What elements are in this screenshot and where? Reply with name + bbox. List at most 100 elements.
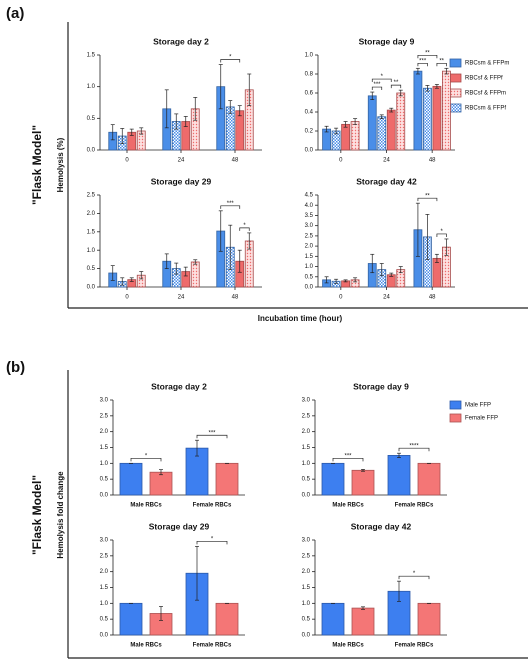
y-tick-label: 4.5 [305,193,314,199]
error-bar [193,259,198,265]
error-bar [389,272,394,277]
legend-swatch [449,103,462,113]
y-tick-label: 1.0 [305,53,314,59]
significance-bracket [196,434,228,439]
error-bar [247,73,252,107]
y-tick-label: 1.0 [302,461,311,467]
error-bar [164,253,169,269]
error-bar [193,97,198,121]
error-bar [444,238,449,256]
y-tick-label: 1.0 [87,248,96,254]
error-bar [397,580,401,602]
y-tick-label: 1.5 [302,585,311,591]
bar [321,602,345,636]
x-tick-label: Male RBCs [332,643,364,649]
significance-bracket [436,62,447,67]
error-bar [195,545,199,601]
y-tick-label: 2.0 [302,429,311,435]
significance-label: * [229,55,232,61]
y-tick-label: 2.5 [302,413,311,419]
x-tick-label: Female RBCs [193,503,232,509]
error-bar [379,263,384,277]
significance-bracket [220,59,241,63]
error-bar [218,210,223,252]
chart-title: Storage day 42 [356,176,417,186]
y-tick-label: 2.0 [87,211,96,217]
y-tick-label: 1.0 [87,84,96,90]
y-tick-label: 2.5 [87,193,96,199]
y-axis-label: Hemolysis (%) [56,137,65,192]
significance-label: *** [373,82,381,88]
y-tick-label: 0.0 [87,285,96,291]
significance-bracket [239,227,250,231]
x-tick-label: Female RBCs [395,503,434,509]
bar [215,602,239,636]
error-bar [334,127,339,135]
y-tick-label: 2.5 [302,553,311,559]
significance-label: * [413,571,416,577]
error-bar [218,64,223,110]
error-bar [164,89,169,129]
bar [149,471,173,496]
error-bar [425,85,430,92]
panel-label: (a) [6,5,24,22]
y-tick-label: 0.5 [302,477,311,483]
error-bar [398,266,403,274]
error-bar [237,105,242,117]
x-tick-label: 24 [178,295,185,301]
significance-bracket [417,62,428,67]
significance-bracket [371,78,392,83]
y-tick-label: 4.0 [305,203,314,209]
y-tick-label: 2.5 [100,553,109,559]
x-tick-label: 0 [125,295,129,301]
error-bar [415,202,420,257]
bar [321,462,345,496]
significance-bracket [332,457,364,462]
y-tick-label: 1.5 [100,445,109,451]
error-bar [353,277,358,283]
error-bar [139,127,144,135]
legend-label: RBCsf & FFPm [465,91,506,97]
error-bar [398,89,403,97]
y-tick-label: 0.8 [305,72,314,78]
significance-bracket [417,54,438,59]
significance-label: ** [425,193,430,199]
x-tick-label: 24 [383,295,390,301]
y-tick-label: 0.5 [87,266,96,272]
y-tick-label: 1.5 [87,229,96,235]
x-tick-label: 24 [178,158,185,164]
x-tick-label: Female RBCs [395,643,434,649]
x-tick-label: 48 [429,158,436,164]
significance-label: ** [439,58,444,64]
y-tick-label: 2.0 [100,569,109,575]
error-bar [110,265,115,281]
significance-label: *** [208,430,216,436]
legend-label: Male FFP [465,403,491,409]
bar [387,455,411,496]
y-tick-label: 0.6 [305,91,314,97]
y-tick-label: 2.0 [302,569,311,575]
error-bar [343,279,348,283]
error-bar [195,439,199,457]
x-tick-label: 48 [232,158,239,164]
error-bar [389,107,394,113]
error-bar [237,249,242,273]
error-bar [361,469,365,472]
panel-label: (b) [6,359,25,376]
bar [413,70,423,151]
significance-bracket [390,84,402,89]
y-tick-label: 3.0 [100,538,109,544]
bar [423,87,432,151]
y-tick-label: 0.0 [100,633,109,639]
error-bar [228,224,233,270]
significance-bracket [130,457,162,462]
y-tick-label: 2.5 [100,413,109,419]
significance-label: * [145,453,148,459]
significance-bracket [220,205,241,209]
error-bar [129,128,134,136]
bar [396,92,406,151]
x-tick-label: 24 [383,158,390,164]
y-tick-label: 3.0 [100,398,109,404]
x-tick-label: 48 [232,295,239,301]
bar [417,462,441,496]
